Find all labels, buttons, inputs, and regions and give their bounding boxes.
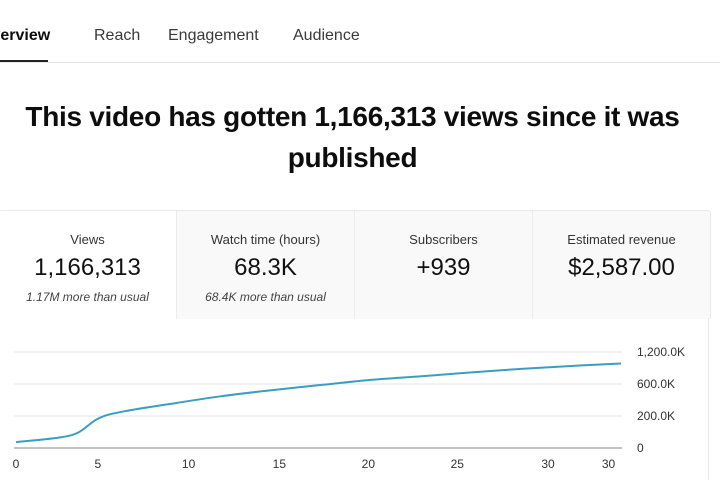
tab-bar: Overview Reach Engagement Audience xyxy=(0,0,720,63)
card-value: 1,166,313 xyxy=(34,254,141,281)
card-subscribers[interactable]: Subscribers +939 xyxy=(354,211,532,319)
x-tick-label: 0 xyxy=(13,457,20,471)
active-tab-indicator xyxy=(0,60,48,62)
tab-engagement[interactable]: Engagement xyxy=(168,27,259,44)
metric-cards: Views 1,166,313 1.17M more than usual Wa… xyxy=(0,210,711,319)
x-tick-label: 10 xyxy=(182,457,196,471)
card-label: Estimated revenue xyxy=(567,232,676,247)
x-tick-label: 20 xyxy=(362,457,376,471)
tab-overview[interactable]: Overview xyxy=(0,27,51,44)
x-tick-label: 30 xyxy=(602,457,616,471)
y-tick-label: 0 xyxy=(637,441,644,455)
card-value: +939 xyxy=(416,254,471,281)
y-tick-label: 600.0K xyxy=(637,377,675,391)
x-tick-label: 15 xyxy=(273,457,287,471)
headline: This video has gotten 1,166,313 views si… xyxy=(25,101,680,173)
card-value: 68.3K xyxy=(234,254,297,281)
x-tick-label: 25 xyxy=(451,457,465,471)
card-value: $2,587.00 xyxy=(568,254,675,281)
y-tick-label: 1,200.0K xyxy=(637,345,685,359)
views-chart: 0 200.0K 600.0K 1,200.0K 0 5 10 15 20 25 30 30 xyxy=(13,345,685,471)
tab-reach[interactable]: Reach xyxy=(94,27,141,44)
card-label: Views xyxy=(70,232,105,247)
y-tick-label: 200.0K xyxy=(637,409,675,423)
series-line-views xyxy=(15,362,622,444)
card-revenue[interactable]: Estimated revenue $2,587.00 xyxy=(532,211,710,319)
chart-border xyxy=(708,318,709,480)
card-views[interactable]: Views 1,166,313 1.17M more than usual xyxy=(0,211,176,319)
card-label: Subscribers xyxy=(409,232,478,247)
x-tick-label: 30 xyxy=(541,457,555,471)
x-tick-label: 5 xyxy=(95,457,102,471)
card-label: Watch time (hours) xyxy=(210,232,321,247)
card-watch-time[interactable]: Watch time (hours) 68.3K 68.4K more than… xyxy=(176,211,354,319)
card-note: 1.17M more than usual xyxy=(26,290,149,304)
card-note: 68.4K more than usual xyxy=(205,290,326,304)
tab-audience[interactable]: Audience xyxy=(293,27,360,44)
